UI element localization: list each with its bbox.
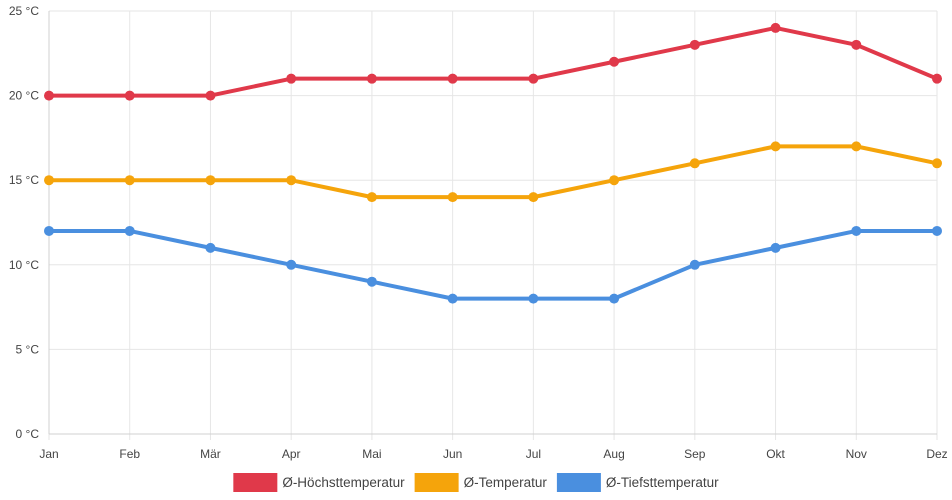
series-line-1 bbox=[47, 25, 939, 98]
x-tick-label: Nov bbox=[846, 447, 867, 461]
data-point[interactable] bbox=[124, 225, 135, 236]
data-point[interactable] bbox=[44, 225, 54, 236]
x-tick-label: Apr bbox=[282, 447, 301, 461]
data-point[interactable] bbox=[689, 259, 700, 270]
data-point[interactable] bbox=[851, 39, 862, 50]
data-point[interactable] bbox=[851, 225, 862, 236]
data-point[interactable] bbox=[770, 22, 781, 33]
series-line-3 bbox=[47, 228, 939, 301]
data-point[interactable] bbox=[851, 141, 862, 152]
data-point[interactable] bbox=[609, 293, 620, 304]
x-tick-label: Aug bbox=[603, 447, 624, 461]
x-tick-label: Sep bbox=[684, 447, 706, 461]
data-points bbox=[44, 22, 942, 304]
data-point[interactable] bbox=[447, 293, 458, 304]
legend-item[interactable]: Ø-Tiefsttemperatur bbox=[556, 473, 719, 492]
x-tick-label: Mai bbox=[362, 447, 381, 461]
data-point[interactable] bbox=[609, 56, 620, 67]
y-tick-label: 25 °C bbox=[9, 4, 39, 18]
data-point[interactable] bbox=[286, 259, 297, 270]
data-point[interactable] bbox=[528, 293, 539, 304]
x-tick-label: Dez bbox=[926, 447, 947, 461]
data-point[interactable] bbox=[689, 158, 700, 169]
data-point[interactable] bbox=[205, 242, 216, 253]
data-point[interactable] bbox=[205, 175, 216, 186]
legend-swatch bbox=[414, 473, 459, 492]
data-point[interactable] bbox=[366, 192, 377, 203]
data-point[interactable] bbox=[447, 192, 458, 203]
legend-swatch bbox=[233, 473, 278, 492]
x-tick-label: Mär bbox=[200, 447, 221, 461]
data-point[interactable] bbox=[447, 73, 458, 84]
data-point[interactable] bbox=[366, 276, 377, 287]
x-tick-label: Okt bbox=[766, 447, 785, 461]
data-point[interactable] bbox=[770, 242, 781, 253]
data-point[interactable] bbox=[528, 192, 539, 203]
legend-label: Ø-Temperatur bbox=[464, 475, 548, 490]
legend-item[interactable]: Ø-Höchsttemperatur bbox=[233, 473, 405, 492]
data-point[interactable] bbox=[124, 90, 135, 101]
y-tick-label: 15 °C bbox=[9, 173, 39, 187]
data-point[interactable] bbox=[44, 90, 54, 101]
y-tick-label: 10 °C bbox=[9, 258, 39, 272]
legend-item[interactable]: Ø-Temperatur bbox=[414, 473, 548, 492]
data-point[interactable] bbox=[770, 141, 781, 152]
data-point[interactable] bbox=[205, 90, 216, 101]
series-line-2 bbox=[47, 144, 939, 200]
legend-label: Ø-Höchsttemperatur bbox=[282, 475, 405, 490]
axes: 0 °C 5 °C 10 °C 15 °C 20 °C 25 °C Jan Feb Mär Apr… bbox=[9, 4, 948, 461]
data-point[interactable] bbox=[528, 73, 539, 84]
data-point[interactable] bbox=[366, 73, 377, 84]
series-lines bbox=[47, 25, 939, 301]
x-tick-label: Jan bbox=[39, 447, 58, 461]
x-tick-label: Jul bbox=[526, 447, 541, 461]
legend-swatch bbox=[556, 473, 601, 492]
data-point[interactable] bbox=[932, 73, 942, 84]
legend[interactable]: Ø-Höchsttemperatur Ø-Temperatur Ø-Tiefstte… bbox=[233, 473, 719, 492]
data-point[interactable] bbox=[932, 225, 942, 236]
y-tick-label: 20 °C bbox=[9, 89, 39, 103]
data-point[interactable] bbox=[286, 175, 297, 186]
data-point[interactable] bbox=[932, 158, 942, 169]
legend-label: Ø-Tiefsttemperatur bbox=[606, 475, 719, 490]
data-point[interactable] bbox=[124, 175, 135, 186]
grid bbox=[48, 10, 938, 440]
x-tick-label: Jun bbox=[443, 447, 462, 461]
data-point[interactable] bbox=[286, 73, 297, 84]
x-tick-label: Feb bbox=[119, 447, 140, 461]
y-tick-label: 0 °C bbox=[16, 427, 40, 441]
data-point[interactable] bbox=[44, 175, 54, 186]
data-point[interactable] bbox=[609, 175, 620, 186]
data-point[interactable] bbox=[689, 39, 700, 50]
y-tick-label: 5 °C bbox=[16, 342, 40, 356]
